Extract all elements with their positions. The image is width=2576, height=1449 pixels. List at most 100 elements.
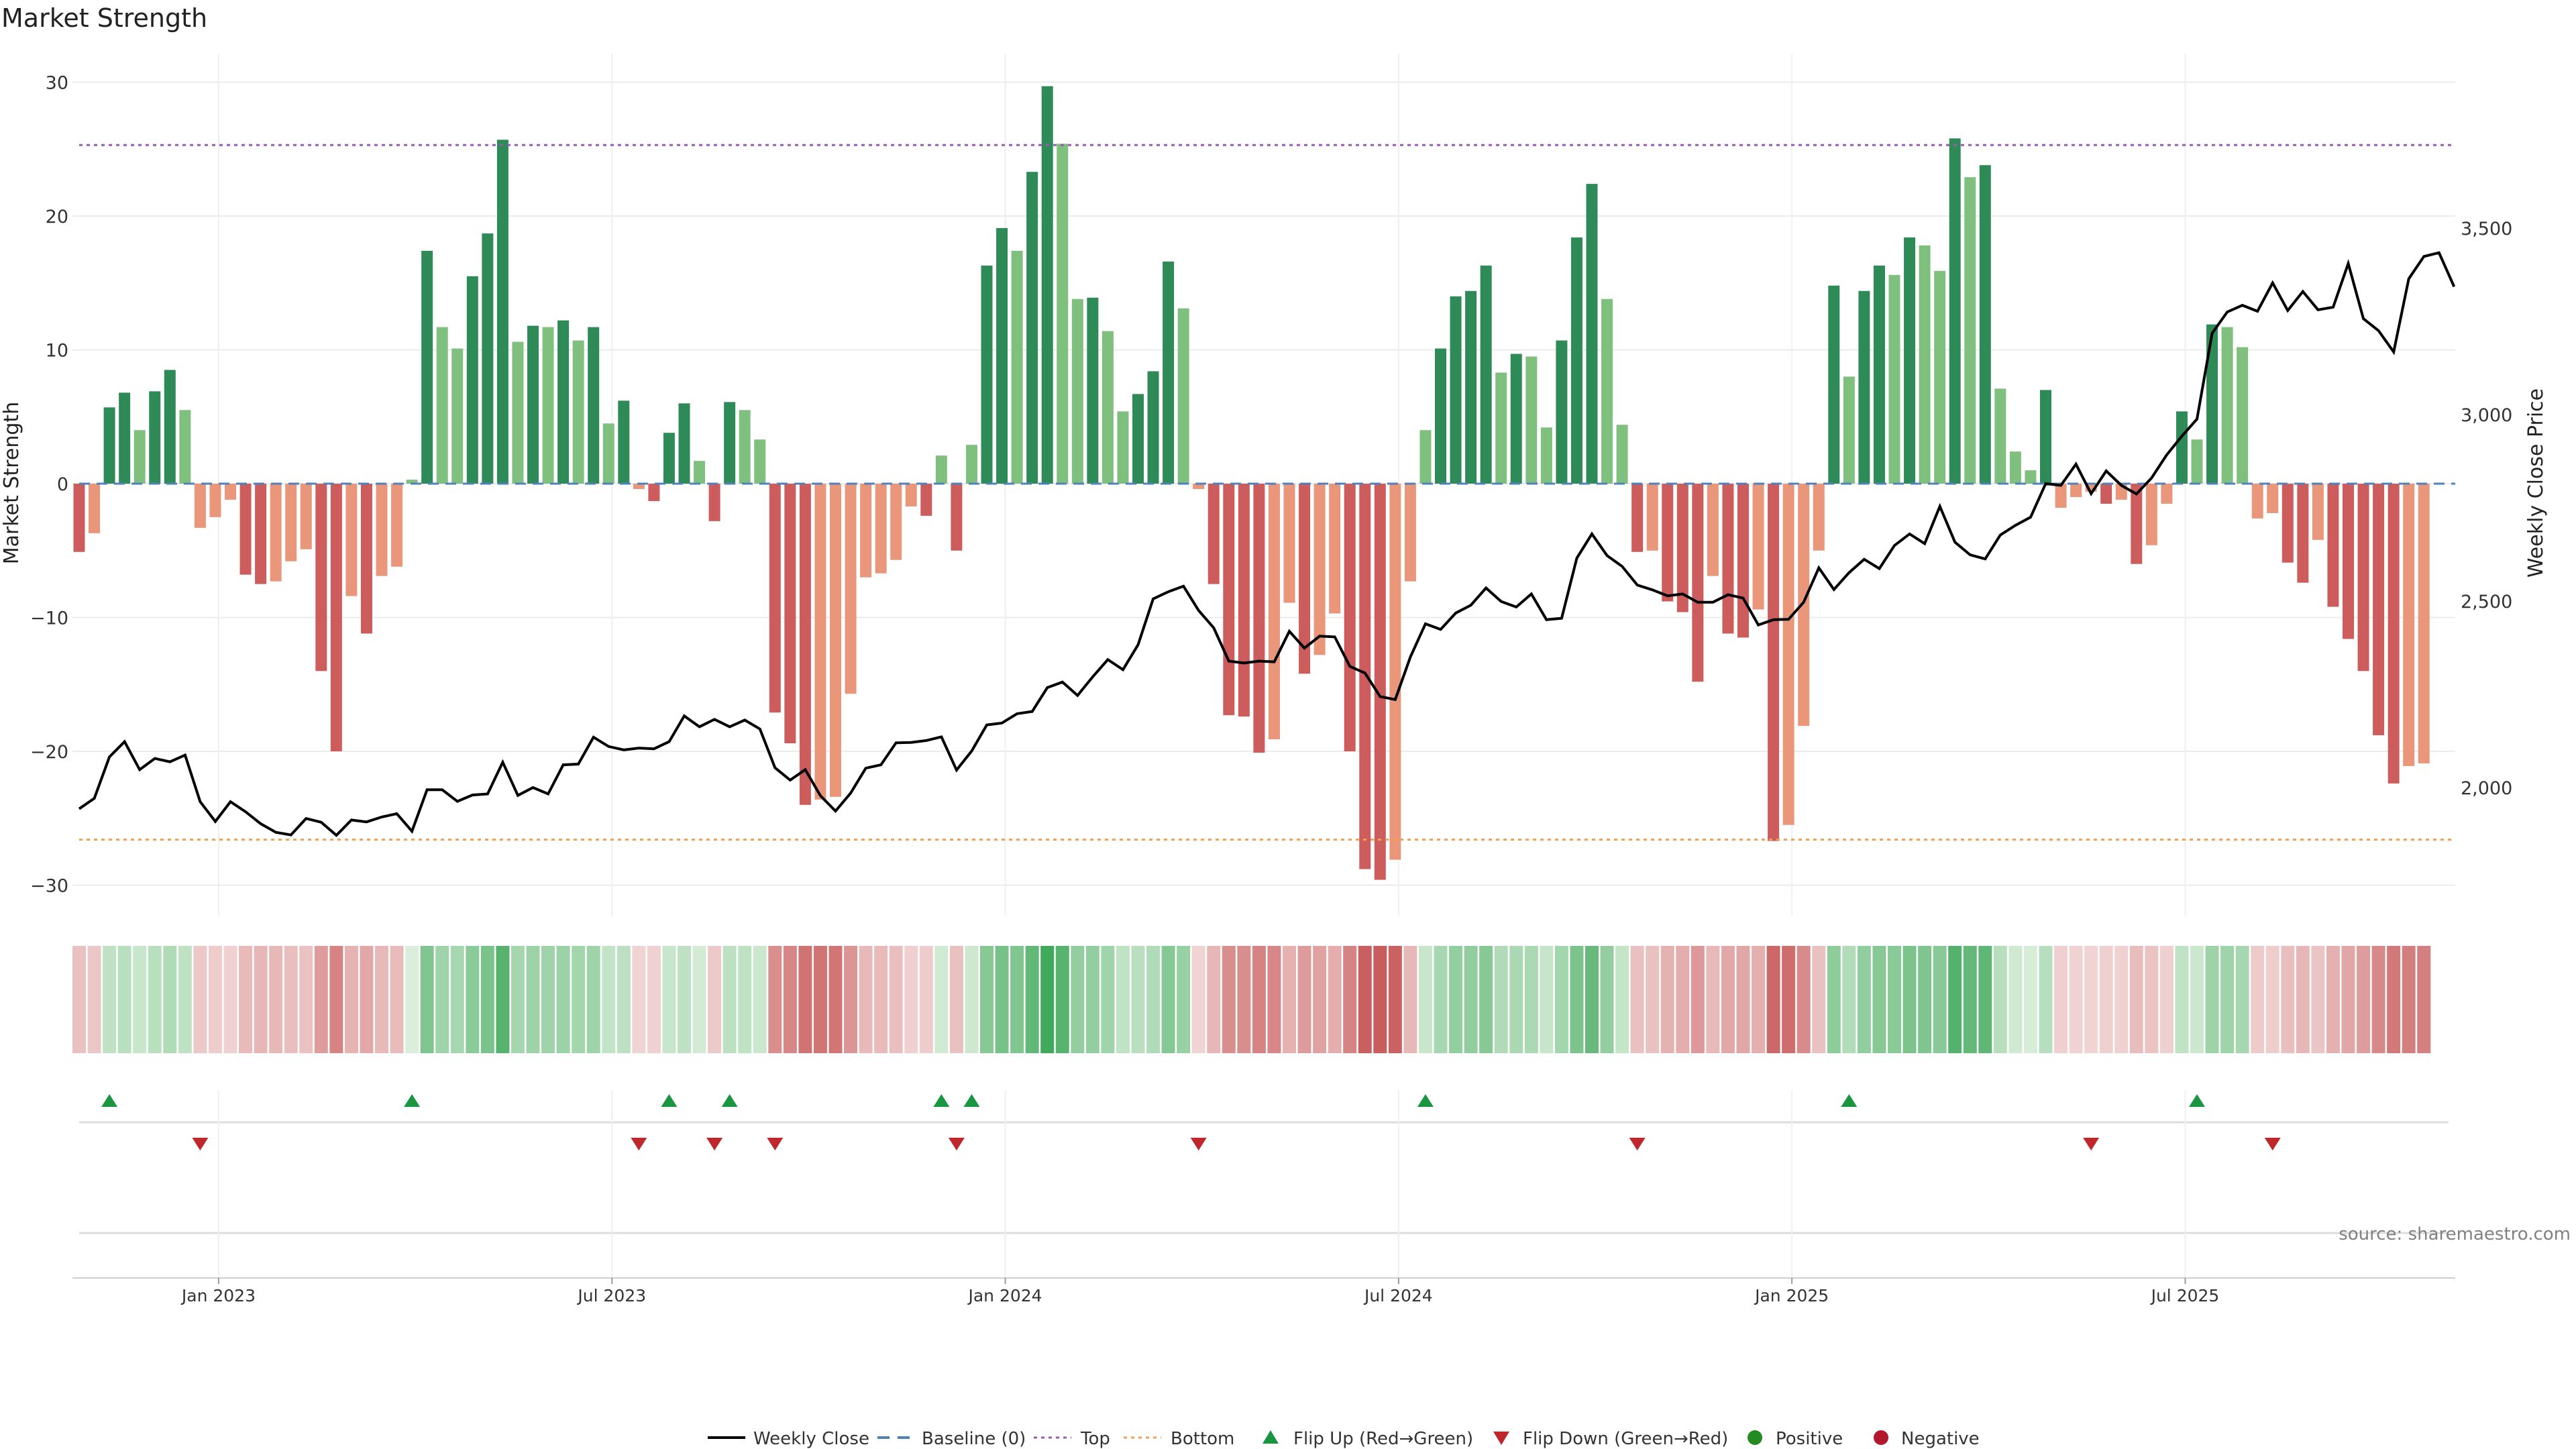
strength-bar bbox=[164, 370, 176, 484]
strength-bar bbox=[1465, 290, 1477, 484]
heat-cell bbox=[1888, 946, 1901, 1053]
heat-cell bbox=[1918, 946, 1932, 1053]
heat-cell bbox=[2205, 946, 2219, 1053]
heat-cell bbox=[1207, 946, 1221, 1053]
heat-cell bbox=[2159, 946, 2174, 1053]
strength-bar bbox=[1011, 250, 1023, 484]
legend-swatch bbox=[1493, 1432, 1509, 1445]
strength-bar bbox=[1676, 484, 1688, 612]
heat-cell bbox=[1827, 946, 1841, 1053]
heat-cell bbox=[1177, 946, 1191, 1053]
heat-cell bbox=[1554, 946, 1568, 1053]
strength-bar bbox=[769, 484, 781, 713]
strength-bar bbox=[1782, 484, 1794, 825]
heat-cell bbox=[1706, 946, 1720, 1053]
heat-cell bbox=[2084, 946, 2098, 1053]
right-tick-label: 2,000 bbox=[2461, 778, 2512, 799]
heat-cell bbox=[1403, 946, 1417, 1053]
flip-up-marker bbox=[1417, 1094, 1434, 1107]
strength-bar bbox=[996, 227, 1008, 484]
heat-cell bbox=[949, 946, 963, 1053]
heat-cell bbox=[390, 946, 404, 1053]
strength-bar bbox=[1888, 274, 1900, 484]
strength-bar bbox=[1193, 484, 1205, 489]
strength-bar bbox=[482, 233, 494, 484]
heat-cell bbox=[223, 946, 237, 1053]
strength-bar bbox=[1480, 265, 1492, 484]
flip-up-marker bbox=[963, 1094, 980, 1107]
strength-bar bbox=[1692, 484, 1704, 682]
left-tick-label: −30 bbox=[30, 876, 68, 897]
heat-cell bbox=[2145, 946, 2159, 1053]
strength-bar bbox=[2418, 484, 2430, 763]
strength-bar bbox=[1041, 86, 1053, 484]
strength-bar bbox=[935, 455, 947, 484]
strength-bar bbox=[89, 484, 101, 533]
flip-down-marker bbox=[2083, 1138, 2100, 1150]
strength-bar bbox=[255, 484, 267, 584]
strength-bar bbox=[542, 327, 554, 484]
heat-cell bbox=[1902, 946, 1917, 1053]
strength-bar bbox=[376, 484, 388, 576]
strength-bar bbox=[1979, 165, 1991, 484]
heat-cell bbox=[420, 946, 434, 1053]
strength-bar bbox=[496, 140, 508, 484]
heat-cell bbox=[2371, 946, 2385, 1053]
heat-cell bbox=[1434, 946, 1448, 1053]
strength-bar bbox=[1404, 484, 1416, 582]
heat-cell bbox=[1585, 946, 1599, 1053]
heat-cell bbox=[753, 946, 767, 1053]
heat-cell bbox=[1646, 946, 1660, 1053]
strength-bar bbox=[2161, 484, 2173, 504]
strength-bar bbox=[345, 484, 358, 596]
strength-bar bbox=[2251, 484, 2263, 519]
heat-cell bbox=[934, 946, 949, 1053]
strength-bar bbox=[2221, 327, 2233, 484]
strength-bar bbox=[1570, 237, 1582, 484]
heat-cell bbox=[1085, 946, 1099, 1053]
heat-cell bbox=[375, 946, 388, 1053]
flip-up-marker bbox=[101, 1094, 118, 1107]
reference-lines bbox=[79, 144, 2455, 841]
left-axis-label: Market Strength bbox=[0, 402, 23, 564]
heat-cell bbox=[1358, 946, 1372, 1053]
heat-cell bbox=[647, 946, 661, 1053]
heat-cell bbox=[1101, 946, 1115, 1053]
left-tick-label: −10 bbox=[30, 608, 68, 629]
heat-cell bbox=[572, 946, 586, 1053]
heat-cell bbox=[678, 946, 691, 1053]
heat-cell bbox=[662, 946, 676, 1053]
strength-bar bbox=[1904, 237, 1916, 484]
strength-bar bbox=[466, 276, 478, 484]
heat-cell bbox=[1025, 946, 1039, 1053]
legend-swatch bbox=[1748, 1430, 1762, 1445]
heat-cell bbox=[314, 946, 328, 1053]
strength-bar bbox=[1071, 299, 1083, 484]
heat-cell bbox=[1040, 946, 1055, 1053]
strength-bar bbox=[2373, 484, 2385, 736]
strength-bar bbox=[2191, 439, 2203, 484]
strength-bar bbox=[194, 484, 206, 528]
right-tick-label: 2,500 bbox=[2461, 592, 2512, 612]
heat-cell bbox=[1615, 946, 1629, 1053]
heat-cell bbox=[2039, 946, 2053, 1053]
strength-bar bbox=[149, 391, 161, 484]
strength-bar bbox=[602, 423, 614, 484]
legend-label: Flip Up (Red→Green) bbox=[1293, 1429, 1473, 1449]
strength-bar bbox=[1631, 484, 1644, 552]
left-tick-label: 30 bbox=[46, 73, 68, 94]
strength-bar bbox=[1344, 484, 1356, 751]
strength-bar bbox=[1540, 427, 1552, 484]
heat-cell bbox=[889, 946, 903, 1053]
strength-bar bbox=[133, 430, 146, 484]
heat-cell bbox=[1479, 946, 1493, 1053]
strength-bar bbox=[754, 439, 766, 484]
heat-cell bbox=[163, 946, 177, 1053]
heat-cell bbox=[133, 946, 147, 1053]
heat-cell bbox=[2099, 946, 2113, 1053]
x-tick-label: Jan 2023 bbox=[180, 1286, 256, 1305]
strength-bar bbox=[119, 392, 131, 484]
heat-cell bbox=[768, 946, 782, 1053]
strength-bar bbox=[739, 410, 751, 484]
heat-cell bbox=[2008, 946, 2023, 1053]
